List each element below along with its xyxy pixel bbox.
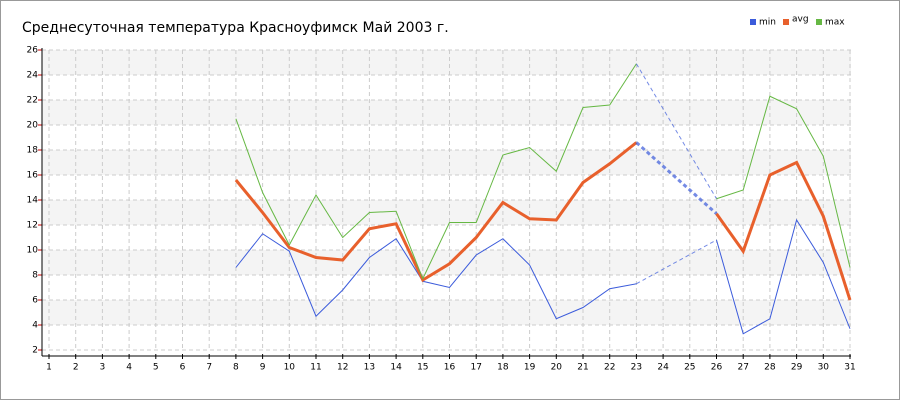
stripe (42, 150, 851, 175)
x-tick-label: 2 (73, 363, 79, 373)
stripe (42, 300, 851, 325)
x-tick-label: 9 (260, 363, 266, 373)
legend-swatch (750, 19, 756, 25)
x-tick-label: 16 (444, 363, 456, 373)
x-tick-label: 23 (631, 363, 642, 373)
x-tick-label: 11 (310, 363, 321, 373)
gap-connector (635, 141, 718, 215)
x-tick-label: 1 (46, 363, 52, 373)
x-tick-label: 13 (364, 363, 375, 373)
x-tick-label: 7 (206, 363, 212, 373)
stripe (42, 200, 851, 225)
series-line (235, 63, 637, 281)
gap-connector (636, 239, 717, 285)
x-tick-label: 26 (711, 363, 723, 373)
gap-connector (635, 63, 717, 200)
x-tick-label: 31 (844, 363, 855, 373)
y-tick-label: 2 (32, 346, 38, 356)
x-tick-label: 20 (551, 363, 563, 373)
y-tick-label: 22 (27, 96, 38, 106)
y-tick-label: 14 (27, 196, 39, 206)
x-tick-label: 12 (337, 363, 348, 373)
x-tick-label: 27 (737, 363, 748, 373)
x-tick-label: 17 (470, 363, 481, 373)
series-line (234, 141, 638, 283)
x-tick-label: 25 (684, 363, 695, 373)
x-tick-label: 10 (284, 363, 296, 373)
legend-label: max (825, 18, 845, 28)
series-line (716, 218, 851, 335)
series-line (715, 160, 852, 301)
legend-swatch (816, 19, 822, 25)
y-tick-label: 8 (32, 271, 38, 281)
y-tick-label: 18 (27, 146, 39, 156)
y-tick-label: 10 (27, 246, 39, 256)
x-tick-label: 4 (126, 363, 132, 373)
series-line (235, 233, 637, 320)
x-tick-label: 8 (233, 363, 239, 373)
y-tick-label: 4 (32, 321, 38, 331)
legend-swatch (783, 19, 789, 25)
x-tick-label: 15 (417, 363, 428, 373)
x-tick-label: 6 (180, 363, 186, 373)
stripe (42, 250, 851, 275)
x-tick-label: 28 (764, 363, 776, 373)
y-tick-label: 12 (27, 221, 38, 231)
y-tick-label: 24 (27, 71, 39, 81)
x-tick-label: 30 (818, 363, 830, 373)
x-tick-label: 18 (497, 363, 509, 373)
x-tick-label: 5 (153, 363, 159, 373)
legend-label: min (759, 18, 776, 28)
x-tick-label: 24 (657, 363, 669, 373)
y-tick-label: 20 (27, 121, 39, 131)
legend-label: avg (792, 15, 809, 25)
x-tick-label: 21 (577, 363, 588, 373)
x-tick-label: 14 (390, 363, 402, 373)
x-tick-label: 29 (791, 363, 803, 373)
x-tick-label: 22 (604, 363, 615, 373)
y-tick-label: 6 (32, 296, 38, 306)
stripe (42, 50, 851, 75)
x-tick-label: 3 (100, 363, 106, 373)
chart-title: Среднесуточная температура Красноуфимск … (22, 20, 449, 36)
x-tick-label: 19 (524, 363, 536, 373)
y-tick-label: 26 (27, 46, 39, 56)
series-line (716, 95, 851, 268)
stripe (42, 100, 851, 125)
y-tick-label: 16 (27, 171, 39, 181)
